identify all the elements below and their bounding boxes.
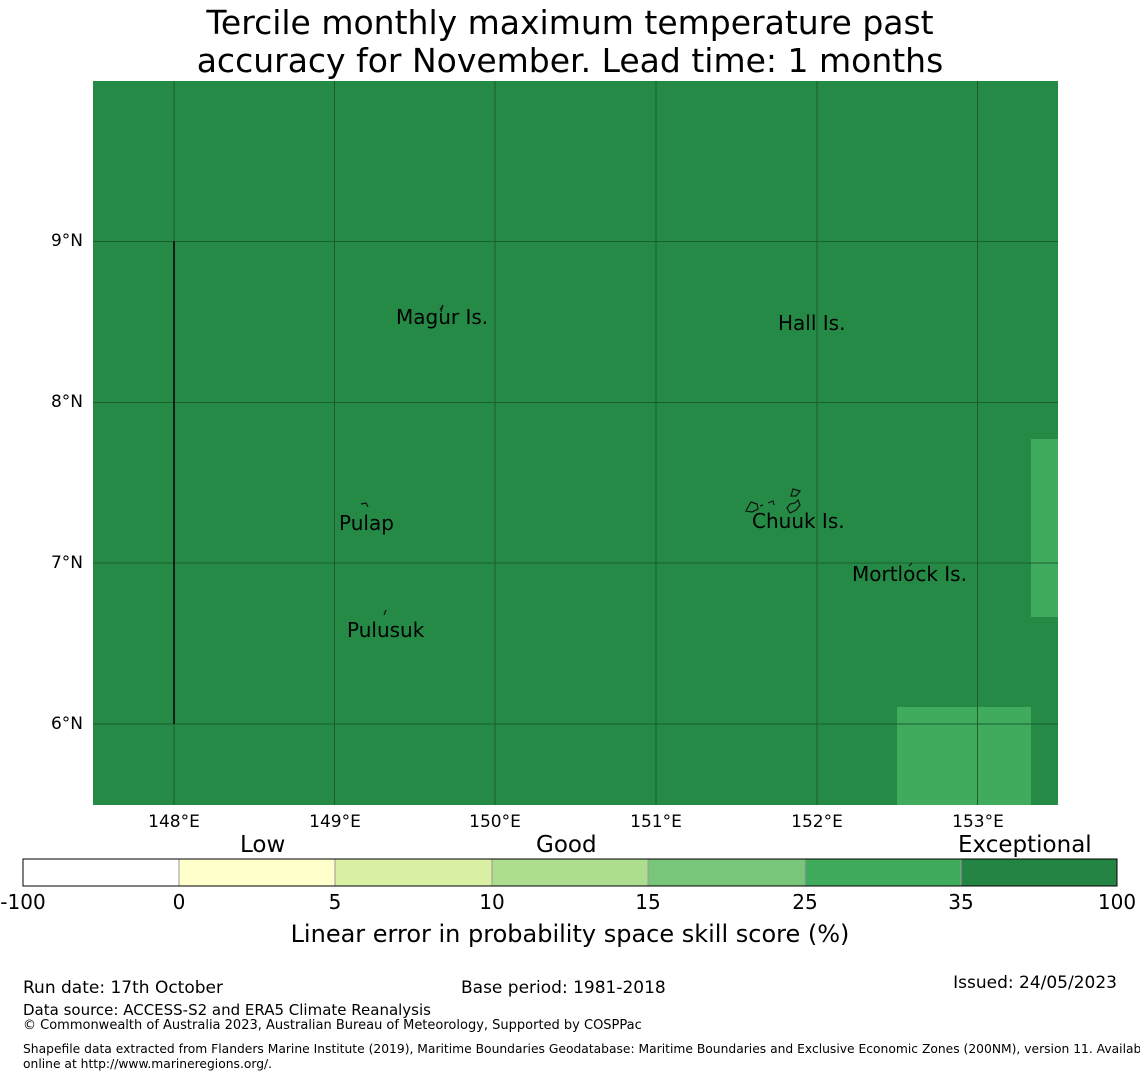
colorbar-tick-15: 15 xyxy=(635,890,661,914)
island-chuuk-south xyxy=(786,498,801,514)
colorbar-tick-5: 5 xyxy=(328,890,342,914)
map-skill-field xyxy=(93,81,1058,805)
lat-label-8n: 8°N xyxy=(50,392,83,412)
island-chuuk-islet xyxy=(759,504,764,507)
lon-label-148e: 148°E xyxy=(148,812,200,832)
colorbar-tick-0: 0 xyxy=(172,890,186,914)
map-title: Tercile monthly maximum temperature past… xyxy=(0,4,1140,80)
colorbar-tick-25: 25 xyxy=(792,890,818,914)
map-gridlines xyxy=(93,81,1058,805)
colorbar-tick-100: 100 xyxy=(1097,890,1137,914)
colorbar xyxy=(22,858,1118,887)
island-mortlock xyxy=(908,562,913,567)
colorbar-category-exceptional: Exceptional xyxy=(958,832,1092,858)
place-label-magur: Magur Is. xyxy=(396,305,489,329)
colorbar-tick-10: 10 xyxy=(479,890,505,914)
lon-label-149e: 149°E xyxy=(309,812,361,832)
lat-label-7n: 7°N xyxy=(50,553,83,573)
place-label-mortlock: Mortlock Is. xyxy=(852,562,967,586)
colorbar-segment-2 xyxy=(179,859,335,886)
colorbar-label: Linear error in probability space skill … xyxy=(290,920,850,948)
skill-cell-east xyxy=(1031,439,1058,617)
issued-date: Issued: 24/05/2023 xyxy=(953,973,1117,993)
lon-label-150e: 150°E xyxy=(469,812,521,832)
colorbar-segment-5 xyxy=(648,859,805,886)
colorbar-segment-3 xyxy=(335,859,492,886)
lon-label-153e: 153°E xyxy=(952,812,1004,832)
data-source: Data source: ACCESS-S2 and ERA5 Climate … xyxy=(23,1001,431,1019)
colorbar-frame xyxy=(22,858,1118,887)
title-line-2: accuracy for November. Lead time: 1 mont… xyxy=(196,41,944,80)
island-magur xyxy=(439,304,444,313)
colorbar-category-low: Low xyxy=(240,832,286,858)
island-outlines xyxy=(360,304,913,616)
colorbar-segment-1 xyxy=(23,859,179,886)
colorbar-segment-4 xyxy=(492,859,648,886)
lat-label-6n: 6°N xyxy=(50,714,83,734)
place-label-hall: Hall Is. xyxy=(778,311,846,335)
island-pulap xyxy=(360,502,369,508)
base-period: Base period: 1981-2018 xyxy=(461,978,666,998)
shapefile-credit-line-1: Shapefile data extracted from Flanders M… xyxy=(23,1042,1140,1056)
colorbar-segment-6 xyxy=(805,859,961,886)
skill-cell-southeast xyxy=(897,707,1031,805)
island-chuuk-north xyxy=(790,488,802,497)
copyright: © Commonwealth of Australia 2023, Austra… xyxy=(23,1018,642,1033)
island-pulusuk xyxy=(383,609,387,616)
colorbar-tick-minus100: -100 xyxy=(0,890,46,914)
colorbar-segment-7 xyxy=(961,859,1117,886)
lat-label-9n: 9°N xyxy=(50,231,83,251)
island-chuuk-west xyxy=(745,501,759,513)
colorbar-tick-35: 35 xyxy=(948,890,974,914)
lon-label-152e: 152°E xyxy=(791,812,843,832)
run-date: Run date: 17th October xyxy=(23,978,223,998)
shapefile-credit-line-2: online at http://www.marineregions.org/. xyxy=(23,1057,273,1071)
place-label-chuuk: Chuuk Is. xyxy=(752,509,845,533)
colorbar-category-good: Good xyxy=(536,832,597,858)
place-label-pulusuk: Pulusuk xyxy=(347,618,425,642)
title-line-1: Tercile monthly maximum temperature past xyxy=(206,3,934,42)
lon-label-151e: 151°E xyxy=(630,812,682,832)
place-label-pulap: Pulap xyxy=(339,511,394,535)
island-chuuk-center xyxy=(767,500,775,506)
